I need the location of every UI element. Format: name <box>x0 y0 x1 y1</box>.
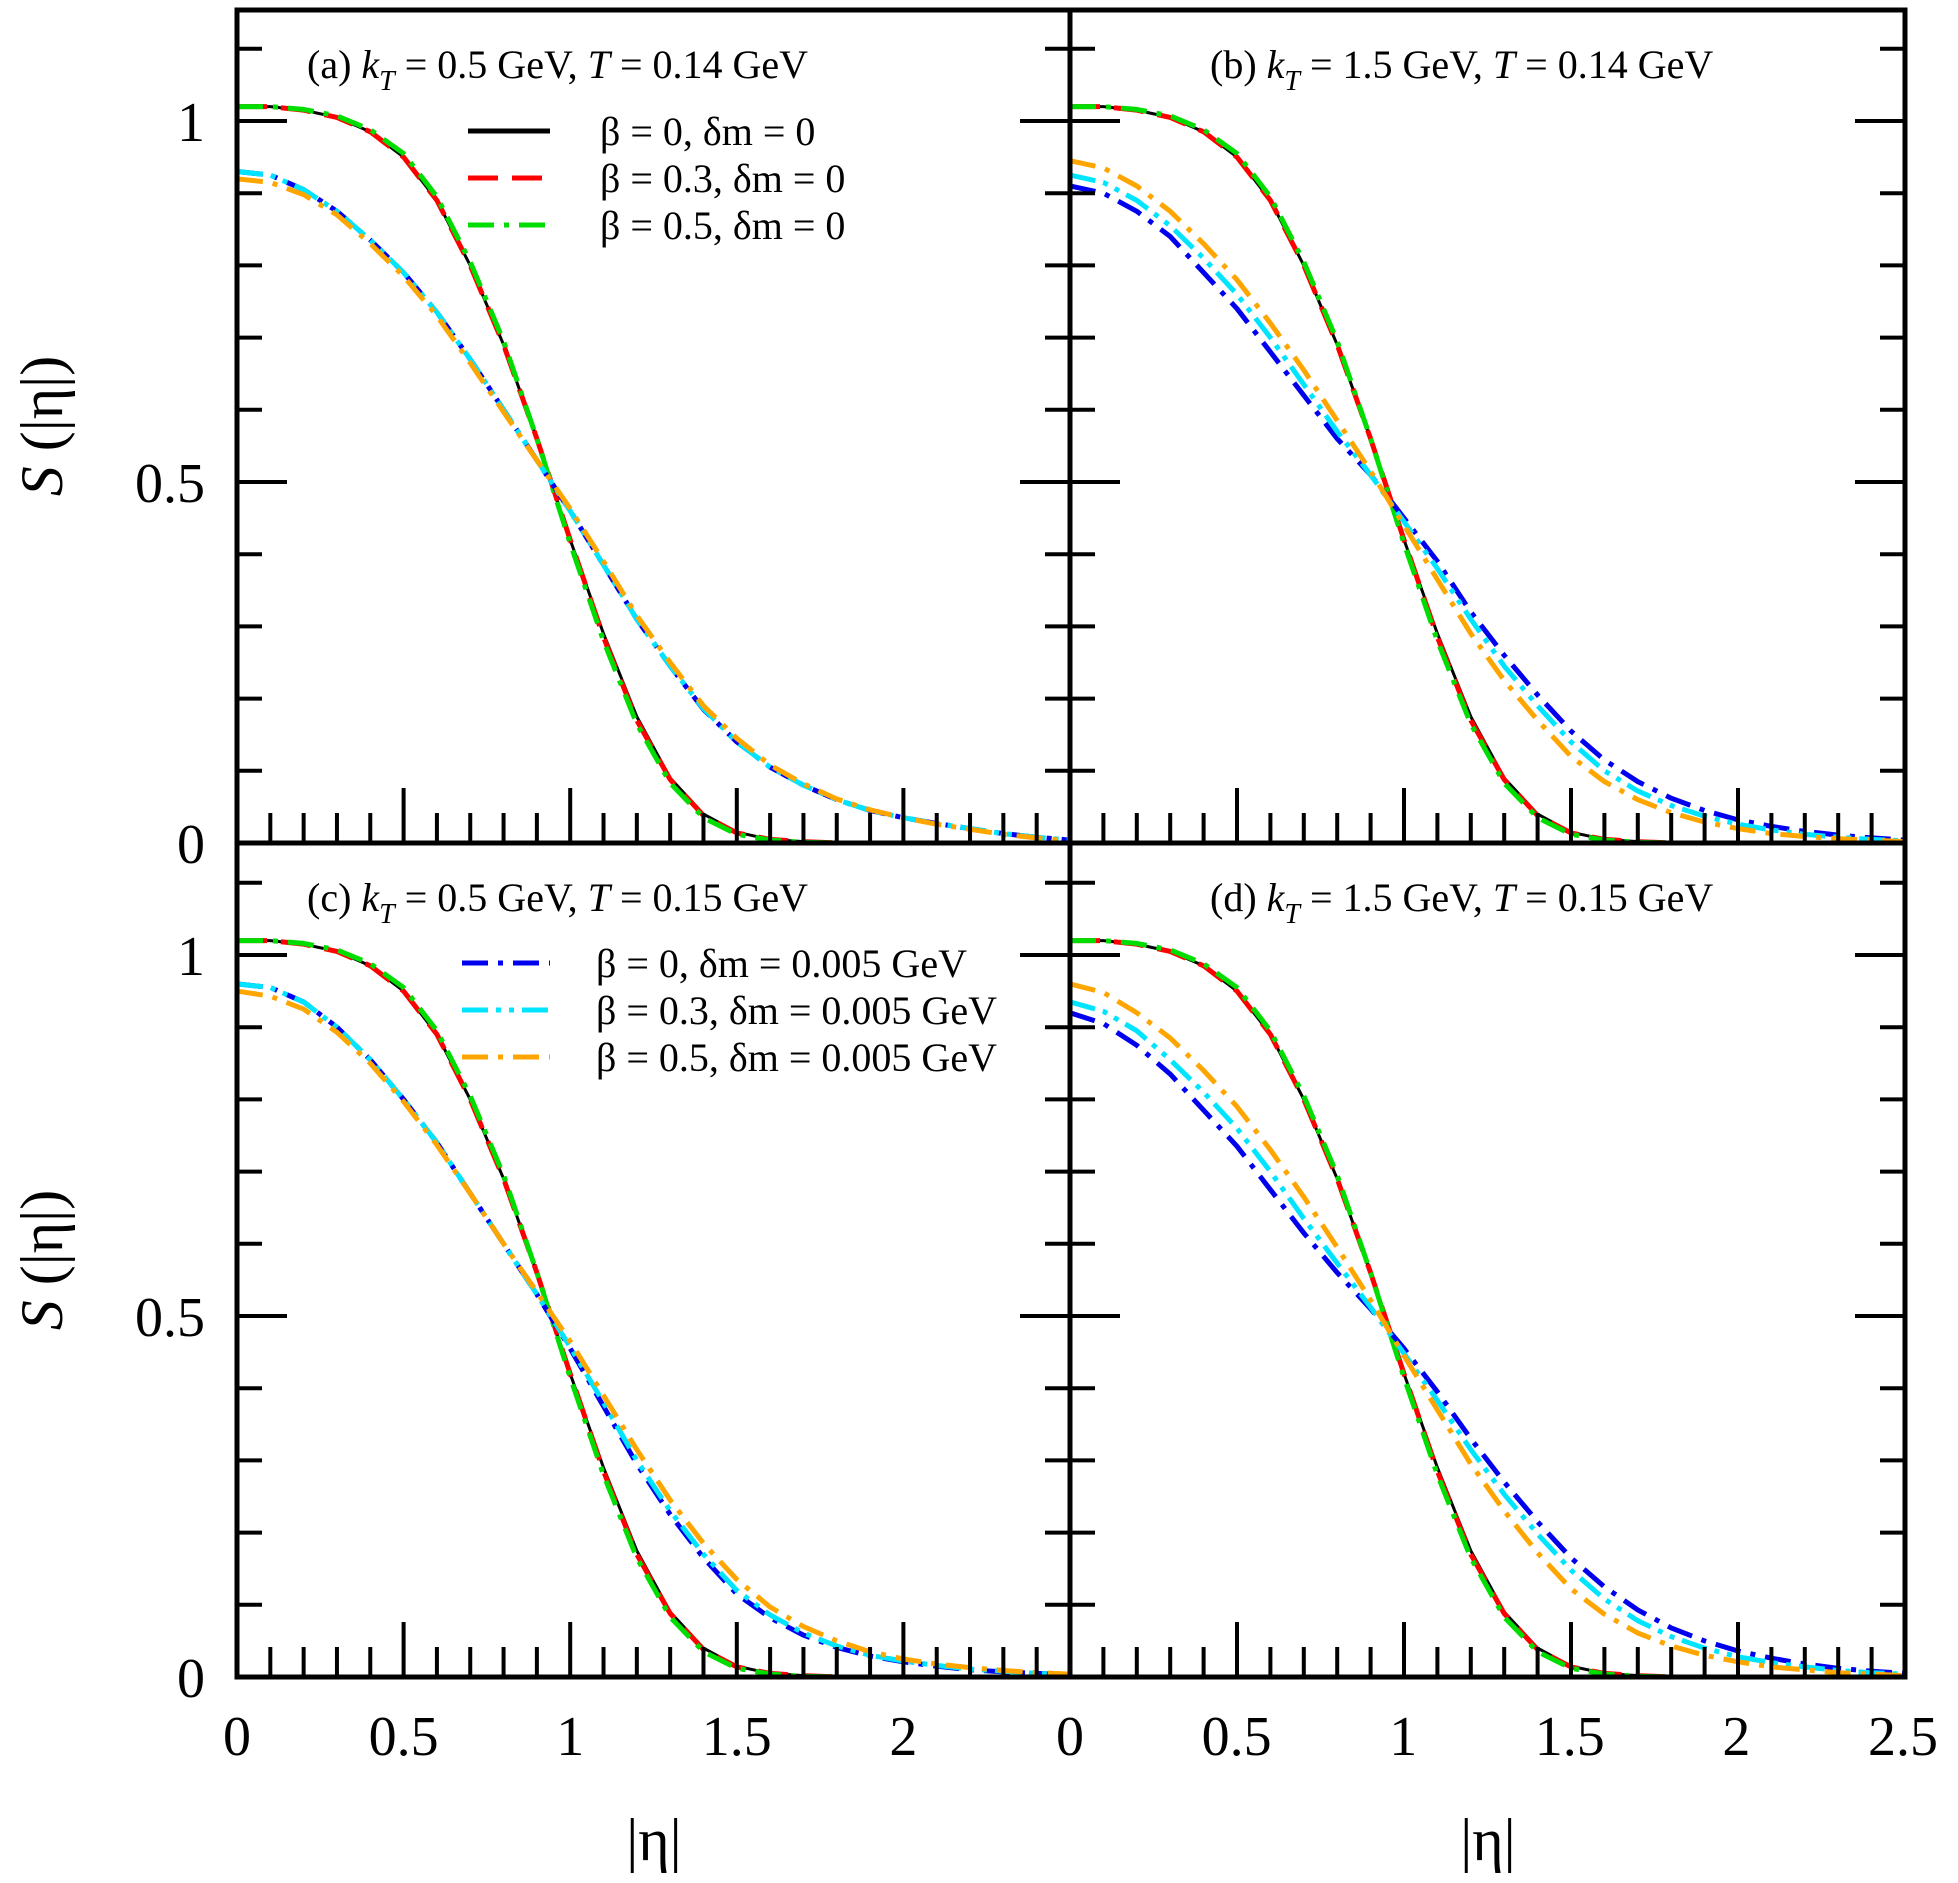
series-line-5 <box>1070 158 1905 843</box>
title-part: T <box>1284 899 1302 930</box>
x-tick-label-left: 1 <box>556 1706 584 1768</box>
y-tick-label: 0.5 <box>135 453 205 515</box>
title-part: = 1.5 GeV, <box>1300 42 1493 87</box>
series-line-5 <box>237 176 1070 843</box>
legend-label: β = 0.3, δm = 0 <box>600 156 845 201</box>
x-axis-title-left: |η| <box>626 1807 681 1873</box>
title-part: (c) <box>307 875 361 920</box>
title-part: (d) <box>1210 875 1267 920</box>
x-tick-label-right: 2.5 <box>1868 1706 1938 1768</box>
x-tick-label-left: 2 <box>889 1706 917 1768</box>
x-tick-label-right: 0.5 <box>1202 1706 1272 1768</box>
panel-title: (b) kT = 1.5 GeV, T = 0.14 GeV <box>1210 42 1713 97</box>
title-part: k <box>1267 875 1286 920</box>
legend-label: β = 0.3, δm = 0.005 GeV <box>596 988 997 1033</box>
series-line-0 <box>1070 939 1905 1677</box>
series-line-1 <box>1070 104 1905 843</box>
series-line-3 <box>237 981 1070 1677</box>
series-line-4 <box>1070 172 1905 843</box>
panel-b: (b) kT = 1.5 GeV, T = 0.14 GeV <box>1067 7 1908 846</box>
y-tick-label: 1 <box>177 926 205 988</box>
series-line-1 <box>237 938 1070 1677</box>
y-axis-title-bottom: S (|η|) <box>9 1190 75 1330</box>
panel-title: (d) kT = 1.5 GeV, T = 0.15 GeV <box>1210 875 1713 930</box>
panel-d: (d) kT = 1.5 GeV, T = 0.15 GeV <box>1067 840 1908 1680</box>
title-part: T <box>588 875 613 920</box>
legend-label: β = 0.5, δm = 0.005 GeV <box>596 1035 997 1080</box>
title-part: = 0.14 GeV <box>1515 42 1713 87</box>
title-part: = 1.5 GeV, <box>1300 875 1493 920</box>
x-axis-title-right: |η| <box>1460 1807 1515 1873</box>
title-part: T <box>588 42 613 87</box>
series-line-4 <box>237 981 1070 1677</box>
title-part: = 0.15 GeV <box>1515 875 1713 920</box>
x-tick-label-right: 2 <box>1722 1706 1750 1768</box>
x-tick-label-left: 0.5 <box>369 1706 439 1768</box>
title-part: k <box>1267 42 1286 87</box>
title-part: T <box>1493 875 1518 920</box>
series-line-2 <box>1070 104 1905 843</box>
title-part: T <box>379 66 397 97</box>
series-line-4 <box>237 169 1070 843</box>
series-line-5 <box>1070 981 1905 1677</box>
series-line-4 <box>1070 999 1905 1677</box>
x-tick-label-left: 1.5 <box>702 1706 772 1768</box>
x-tick-label-left: 0 <box>223 1706 251 1768</box>
y-tick-label: 0 <box>177 814 205 876</box>
title-part: T <box>379 899 397 930</box>
series-line-1 <box>237 104 1070 843</box>
series-line-2 <box>237 938 1070 1677</box>
title-part: k <box>361 875 380 920</box>
series-line-5 <box>237 988 1070 1677</box>
title-part: T <box>1493 42 1518 87</box>
title-part: = 0.5 GeV, <box>395 42 588 87</box>
panel-frame <box>1067 7 1908 846</box>
title-part: = 0.14 GeV <box>610 42 808 87</box>
title-part: k <box>361 42 380 87</box>
panel-frame <box>1067 840 1908 1680</box>
x-tick-label-right: 1.5 <box>1535 1706 1605 1768</box>
series-line-1 <box>1070 938 1905 1677</box>
y-tick-label: 1 <box>177 92 205 154</box>
title-part: = 0.15 GeV <box>610 875 808 920</box>
series-group <box>1070 104 1905 843</box>
series-line-3 <box>1070 1010 1905 1676</box>
legend-label: β = 0, δm = 0.005 GeV <box>596 941 967 986</box>
series-line-2 <box>237 104 1070 843</box>
y-tick-label: 0 <box>177 1648 205 1710</box>
series-line-2 <box>1070 938 1905 1677</box>
title-part: T <box>1284 66 1302 97</box>
title-part: (b) <box>1210 42 1267 87</box>
y-axis-title-top: S (|η|) <box>9 356 75 496</box>
title-part: (a) <box>307 42 361 87</box>
x-tick-label-right: 1 <box>1389 1706 1417 1768</box>
legend-label: β = 0, δm = 0 <box>600 109 815 154</box>
series-line-3 <box>1070 183 1905 843</box>
series-line-0 <box>1070 105 1905 843</box>
title-part: = 0.5 GeV, <box>395 875 588 920</box>
legend-label: β = 0.5, δm = 0 <box>600 203 845 248</box>
series-group <box>237 104 1070 843</box>
series-line-3 <box>237 169 1070 843</box>
y-tick-label: 0.5 <box>135 1287 205 1349</box>
panel-title: (c) kT = 0.5 GeV, T = 0.15 GeV <box>307 875 808 930</box>
series-group <box>237 938 1070 1677</box>
x-tick-label-right: 0 <box>1056 1706 1084 1768</box>
series-group <box>1070 938 1905 1677</box>
panel-title: (a) kT = 0.5 GeV, T = 0.14 GeV <box>307 42 808 97</box>
